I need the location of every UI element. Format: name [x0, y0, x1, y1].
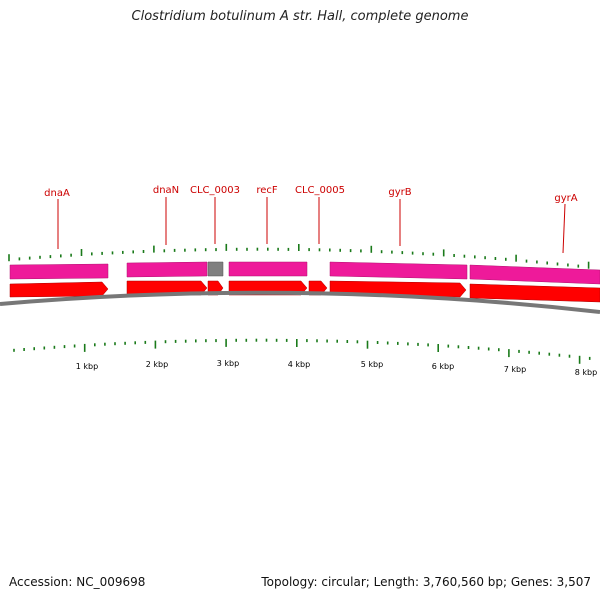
lower-tick-row: [13, 338, 591, 364]
scale-labels: 1 kbp 2 kbp 3 kbp 4 kbp 5 kbp 6 kbp 7 kb…: [76, 359, 597, 377]
gene-label-gyrA[interactable]: gyrA: [554, 193, 577, 204]
gene-track: [9, 261, 600, 285]
upper-tick-row: [8, 243, 590, 269]
gene-label-gyrB[interactable]: gyrB: [388, 187, 411, 198]
genome-backbone: [0, 290, 600, 314]
gene-block-2[interactable]: [126, 261, 208, 278]
gene-block-4[interactable]: [228, 261, 308, 277]
scale-label-4kbp: 4 kbp: [288, 360, 310, 369]
gene-label-recF[interactable]: recF: [256, 185, 278, 196]
scale-label-5kbp: 5 kbp: [361, 360, 383, 369]
gene-label-dnaA[interactable]: dnaA: [44, 188, 70, 199]
gene-block-5[interactable]: [329, 261, 468, 280]
map-title: Clostridium botulinum A str. Hall, compl…: [131, 9, 469, 24]
scale-label-6kbp: 6 kbp: [432, 362, 454, 371]
accession-text: Accession: NC_009698: [9, 575, 146, 589]
scale-label-2kbp: 2 kbp: [146, 360, 168, 369]
scale-label-3kbp: 3 kbp: [217, 359, 239, 368]
genome-summary-text: Topology: circular; Length: 3,760,560 bp…: [261, 575, 591, 589]
gene-labels: dnaA dnaN CLC_0003 recF CLC_0005 gyrB gy…: [44, 185, 578, 254]
gene-label-CLC_0003[interactable]: CLC_0003: [190, 185, 240, 196]
scale-label-8kbp: 8 kbp: [575, 368, 597, 377]
gene-block-1[interactable]: [9, 263, 109, 280]
scale-label-7kbp: 7 kbp: [504, 365, 526, 374]
gene-block-6[interactable]: [469, 264, 600, 285]
leader-gyrA: [562, 203, 566, 254]
scale-label-1kbp: 1 kbp: [76, 362, 98, 371]
gene-label-CLC_0005[interactable]: CLC_0005: [295, 185, 345, 196]
gene-label-dnaN[interactable]: dnaN: [153, 185, 179, 196]
gene-block-3-gray[interactable]: [207, 261, 224, 277]
cds-arrow-1[interactable]: [9, 281, 109, 298]
cds-arrow-7[interactable]: [469, 283, 600, 303]
